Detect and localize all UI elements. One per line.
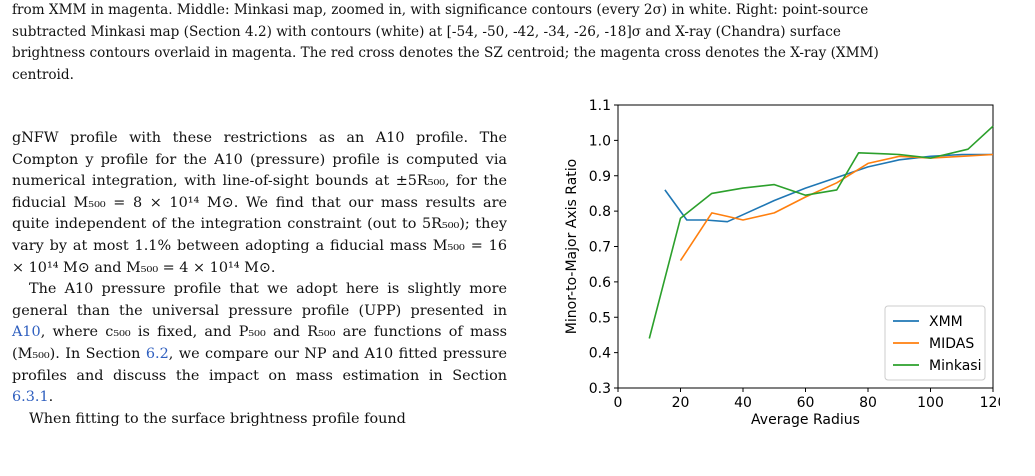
citation-link-a10[interactable]: A10 (12, 324, 41, 341)
paragraph-text: , where c₅₀₀ is fixed, and P₅₀₀ and R₅₀₀… (12, 324, 507, 362)
x-tick-label: 80 (859, 395, 877, 411)
caption-line: from XMM in magenta. Middle: Minkasi map… (12, 2, 869, 18)
paragraph-text: . (48, 389, 54, 406)
section-link-6-3-1[interactable]: 6.3.1 (12, 389, 49, 406)
legend-label-minkasi: Minkasi (929, 358, 981, 374)
x-tick-label: 40 (734, 395, 752, 411)
y-tick-label: 0.4 (589, 346, 611, 362)
x-tick-label: 100 (917, 395, 944, 411)
y-tick-label: 0.7 (589, 240, 611, 256)
paragraph-fitting: When fitting to the surface brightness p… (29, 410, 406, 427)
y-tick-label: 0.5 (589, 310, 611, 326)
section-link-6-2[interactable]: 6.2 (145, 345, 169, 362)
legend: XMM MIDAS Minkasi (884, 305, 986, 381)
legend-label-xmm: XMM (929, 314, 963, 330)
y-tick-label: 1.1 (589, 98, 611, 114)
series-line-minkasi (648, 125, 994, 339)
caption-line: subtracted Minkasi map (Section 4.2) wit… (12, 23, 841, 40)
caption-line: brightness contours overlaid in magenta.… (12, 45, 879, 61)
figure-caption: from XMM in magenta. Middle: Minkasi map… (12, 0, 1024, 86)
y-tick-label: 0.8 (589, 204, 611, 220)
y-tick-label: 0.3 (589, 381, 611, 397)
y-tick-label: 0.6 (589, 275, 611, 291)
y-tick-label: 1.0 (589, 133, 611, 149)
x-tick-label: 20 (672, 395, 690, 411)
y-tick-label: 0.9 (589, 169, 611, 185)
paragraph-text: , we compare our NP and A10 fitted press… (12, 345, 507, 384)
x-tick-label: 60 (797, 395, 815, 411)
legend-box (884, 305, 986, 381)
x-axis: 0 20 40 60 80 100 120 (614, 388, 1006, 411)
series-line-xmm (664, 153, 993, 223)
paragraph-a10: The A10 pressure profile that we adopt h… (12, 279, 507, 409)
legend-label-midas: MIDAS (929, 336, 974, 352)
y-axis: 0.3 0.4 0.5 0.6 0.7 0.8 0.9 1.0 1.1 (589, 98, 618, 397)
body-text-column: gNFW profile with these restrictions as … (12, 128, 507, 430)
x-axis-label: Average Radius (751, 412, 860, 428)
series-lines (648, 125, 994, 339)
x-tick-label: 0 (614, 395, 623, 411)
paragraph-text: The A10 pressure profile that we adopt h… (12, 281, 507, 319)
series-line-midas (679, 153, 994, 262)
caption-line: centroid. (12, 66, 74, 83)
axis-ratio-chart: 0 20 40 60 80 100 120 0.3 0.4 0.5 0.6 0.7 0.8 0.9 1.0… (560, 95, 1006, 435)
paragraph-gnfw: gNFW profile with these restrictions as … (12, 130, 507, 276)
chart-svg: 0 20 40 60 80 100 120 0.3 0.4 0.5 0.6 0.7 0.8 0.9 1.0… (564, 98, 1006, 428)
x-tick-label: 120 (980, 395, 1000, 411)
y-axis-label: Minor-to-Major Axis Ratio (564, 159, 580, 334)
